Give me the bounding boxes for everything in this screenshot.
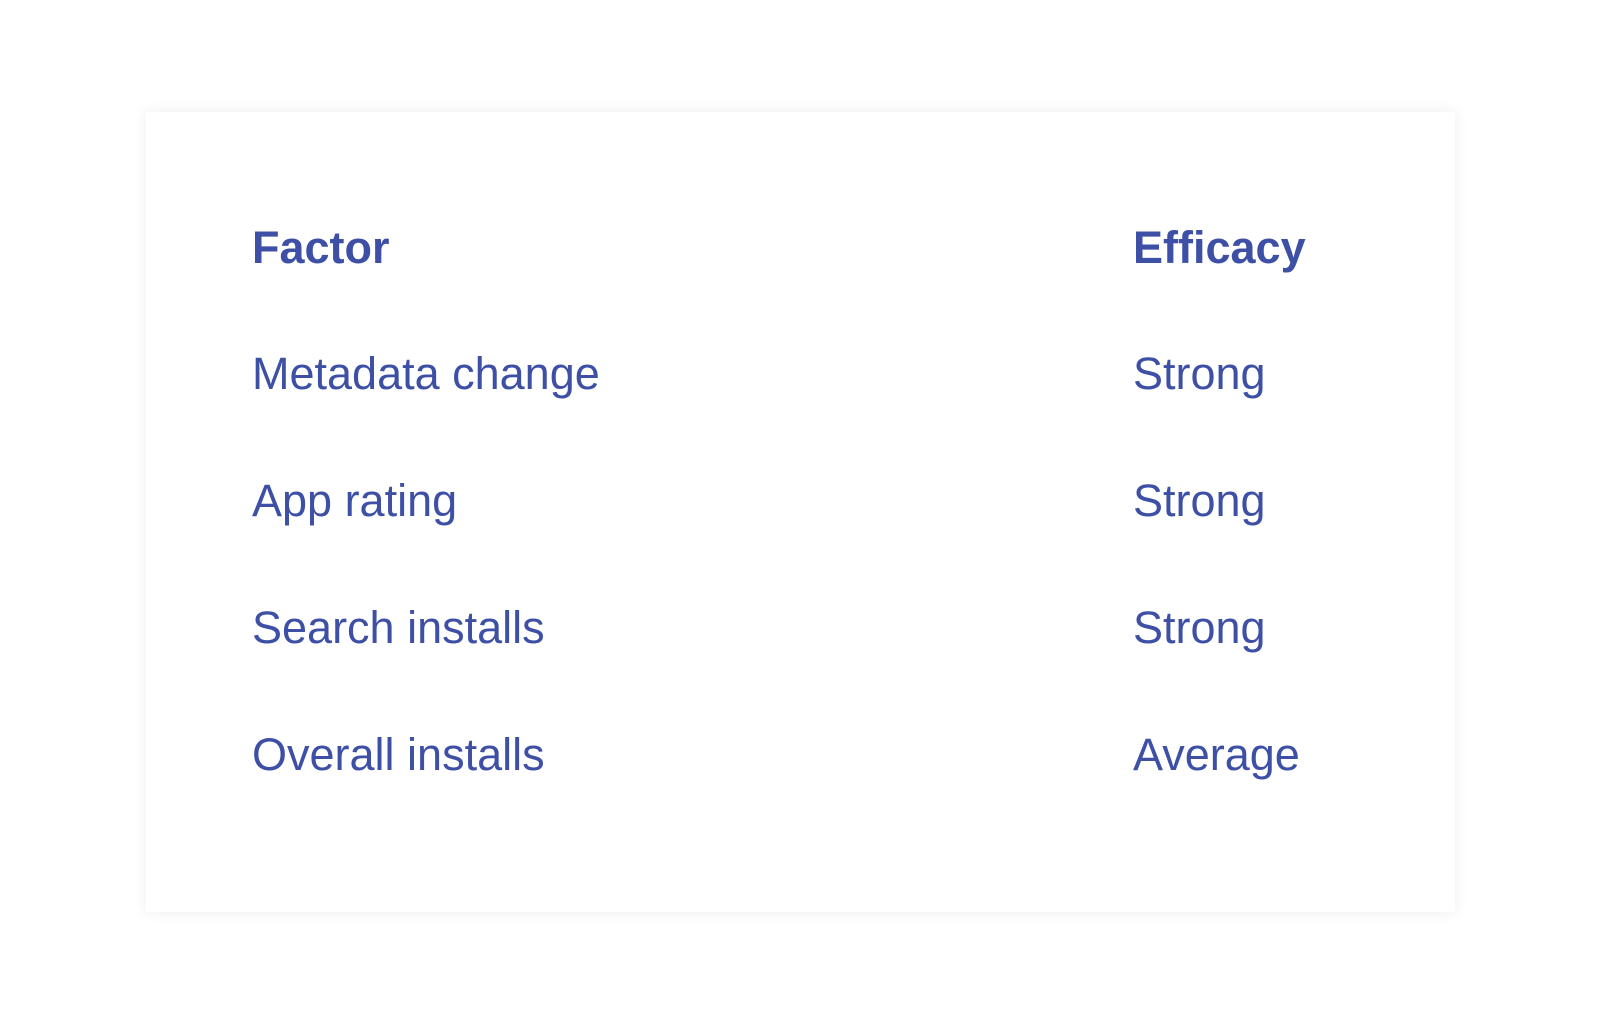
- efficacy-cell: Strong: [1133, 475, 1266, 526]
- factor-cell: Metadata change: [252, 348, 600, 399]
- table-row: App rating Strong: [146, 471, 1455, 531]
- table-row: Overall installs Average: [146, 725, 1455, 785]
- table-row: Search installs Strong: [146, 598, 1455, 658]
- table-row: Metadata change Strong: [146, 344, 1455, 404]
- factor-cell: Overall installs: [252, 729, 545, 780]
- table-header-row: Factor Efficacy: [146, 218, 1455, 278]
- efficacy-cell: Average: [1133, 729, 1300, 780]
- factor-cell: App rating: [252, 475, 458, 526]
- efficacy-cell: Strong: [1133, 348, 1266, 399]
- factor-cell: Search installs: [252, 602, 545, 653]
- efficacy-cell: Strong: [1133, 602, 1266, 653]
- factor-efficacy-table: Factor Efficacy Metadata change Strong A…: [146, 112, 1455, 912]
- header-efficacy: Efficacy: [1133, 222, 1306, 273]
- header-factor: Factor: [252, 222, 390, 273]
